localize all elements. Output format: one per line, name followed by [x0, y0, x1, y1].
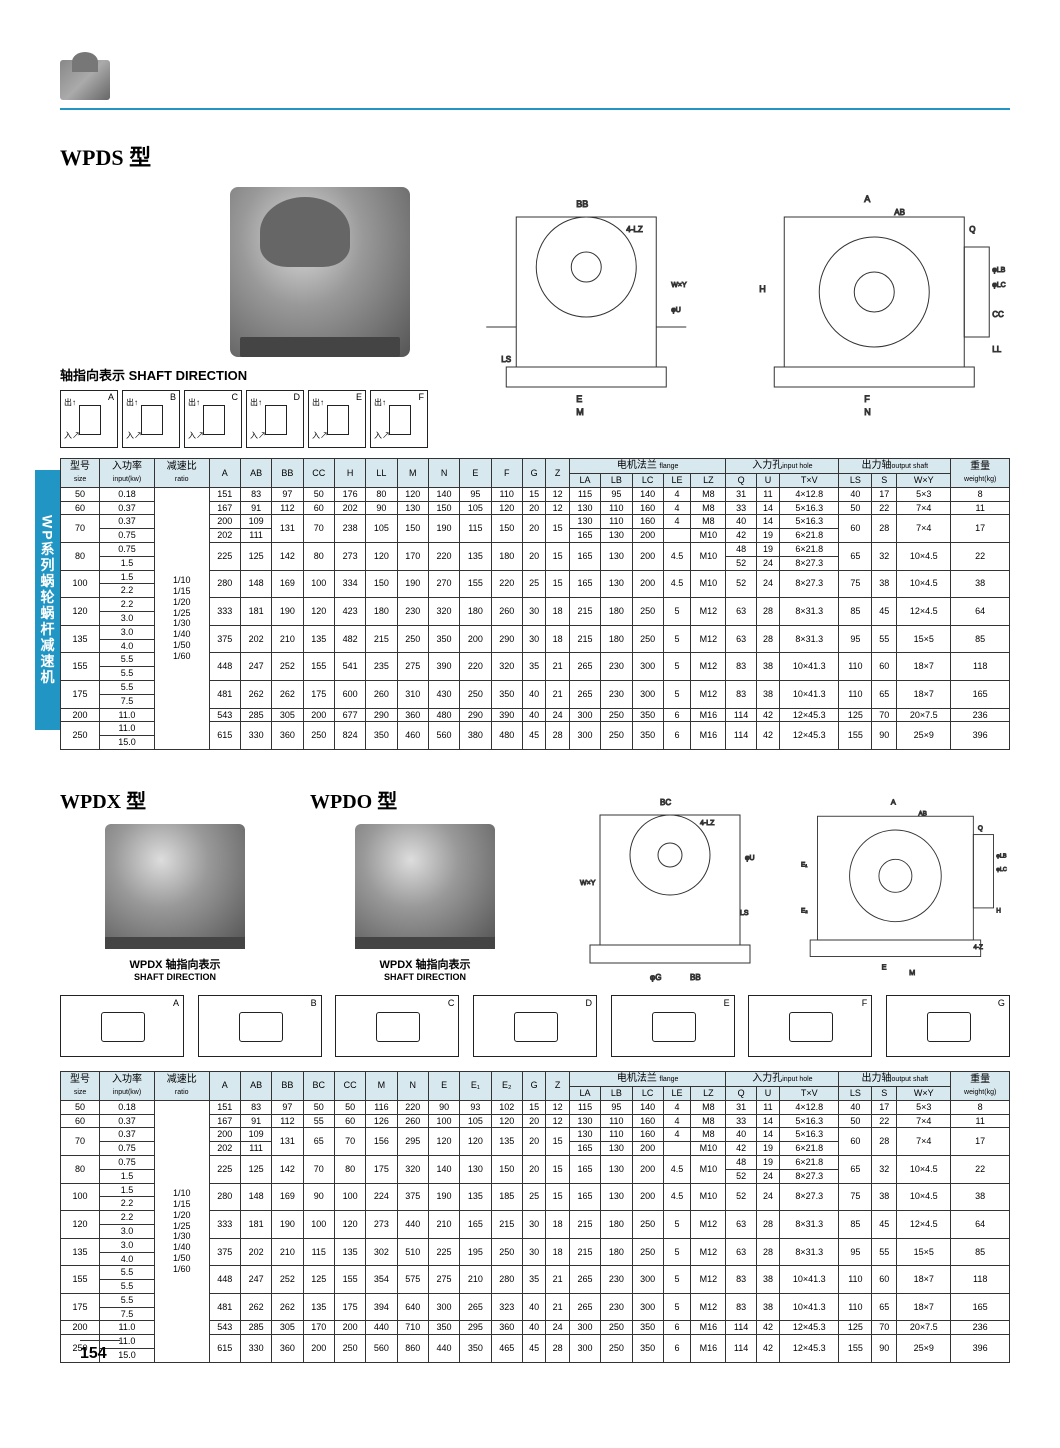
side-tab: WP系列蜗轮蜗杆减速机: [35, 470, 60, 730]
svg-text:φU: φU: [745, 855, 755, 862]
section1-title: WPDS 型: [60, 140, 1010, 172]
shaft-box: D: [473, 995, 597, 1057]
page-number: 154: [80, 1340, 120, 1363]
section2-title2: WPDO 型: [310, 785, 540, 814]
svg-text:BC: BC: [660, 798, 671, 807]
diagram-side: A AB QφLB φLC CC H LL FN: [738, 187, 1011, 417]
shaft-direction-row: A出↑入↗B出↑入↗C出↑入↗D出↑入↗E出↑入↗F出↑入↗: [60, 390, 430, 448]
logo-icon: [60, 60, 110, 100]
svg-text:F: F: [864, 394, 870, 404]
svg-text:H: H: [996, 907, 1001, 914]
diagram2-side: A AB QφLB φLC E₁ E₂ H 4-Z E M: [790, 785, 1010, 985]
shaft-box: B出↑入↗: [122, 390, 180, 448]
product-image-wpdx: [105, 824, 245, 944]
svg-text:BB: BB: [690, 973, 701, 982]
svg-text:M: M: [576, 407, 584, 417]
svg-text:4-Z: 4-Z: [973, 944, 983, 951]
diagram-front: BB 4-LZ W×Y φU LS E M: [450, 187, 723, 417]
svg-text:4-LZ: 4-LZ: [700, 820, 715, 827]
spec-table-1: 型号size 入功率input(kw) 减速比ratioAABBBCCHLLMN…: [60, 458, 1010, 750]
svg-text:φLB: φLB: [996, 853, 1007, 859]
svg-text:φU: φU: [671, 307, 681, 314]
svg-text:M: M: [909, 968, 915, 977]
svg-text:CC: CC: [992, 310, 1004, 319]
svg-text:Q: Q: [978, 825, 983, 832]
svg-text:E₁: E₁: [801, 862, 807, 869]
svg-text:φG: φG: [650, 973, 661, 982]
svg-text:W×Y: W×Y: [580, 880, 596, 887]
shaft-box: D出↑入↗: [246, 390, 304, 448]
header-divider: [60, 60, 1010, 110]
shaft-box: A出↑入↗: [60, 390, 118, 448]
shaft-box: A: [60, 995, 184, 1057]
svg-text:LL: LL: [992, 345, 1001, 354]
svg-text:LS: LS: [501, 355, 511, 364]
svg-text:φLC: φLC: [996, 867, 1007, 873]
shaft-box: E出↑入↗: [308, 390, 366, 448]
shaft-box: E: [611, 995, 735, 1057]
svg-text:Q: Q: [969, 225, 975, 234]
sec1-title-en: WPDS: [60, 145, 124, 170]
svg-text:φLC: φLC: [992, 282, 1006, 289]
product-image-wpdo: [355, 824, 495, 944]
svg-text:A: A: [891, 797, 896, 806]
section2-title1: WPDX 型: [60, 785, 290, 814]
shaft-box: C出↑入↗: [184, 390, 242, 448]
svg-text:4-LZ: 4-LZ: [626, 225, 643, 234]
diagram2-front: BC 4-LZ W×Y LS φU φG BB: [560, 785, 780, 985]
shaft-box: C: [335, 995, 459, 1057]
svg-text:BB: BB: [576, 199, 588, 209]
svg-text:W×Y: W×Y: [671, 282, 687, 289]
svg-text:LS: LS: [740, 910, 749, 917]
spec-table-2: 型号size 入功率input(kw) 减速比ratioAABBBBCCCMNE…: [60, 1071, 1010, 1363]
svg-text:AB: AB: [918, 810, 927, 817]
svg-text:E: E: [882, 962, 887, 971]
shaft-box: G: [886, 995, 1010, 1057]
shaft-box: B: [198, 995, 322, 1057]
shaft-box: F: [748, 995, 872, 1057]
shaft-direction-label: 轴指向表示 SHAFT DIRECTION: [60, 365, 430, 384]
svg-text:H: H: [759, 284, 766, 294]
shaft-label-wpdx: WPDX 轴指向表示 SHAFT DIRECTION: [60, 956, 290, 982]
svg-text:A: A: [864, 194, 870, 204]
svg-text:E₂: E₂: [801, 907, 808, 914]
sec1-title-cn: 型: [129, 145, 151, 170]
shaft-label-wpdo: WPDX 轴指向表示 SHAFT DIRECTION: [310, 956, 540, 982]
svg-text:E: E: [576, 394, 582, 404]
product-image-wpds: [230, 187, 410, 357]
shaft-direction-row2: ABCDEFG: [60, 995, 1010, 1057]
svg-text:φLB: φLB: [992, 267, 1005, 274]
shaft-box: F出↑入↗: [370, 390, 428, 448]
svg-text:N: N: [864, 407, 871, 417]
svg-text:AB: AB: [894, 208, 905, 217]
